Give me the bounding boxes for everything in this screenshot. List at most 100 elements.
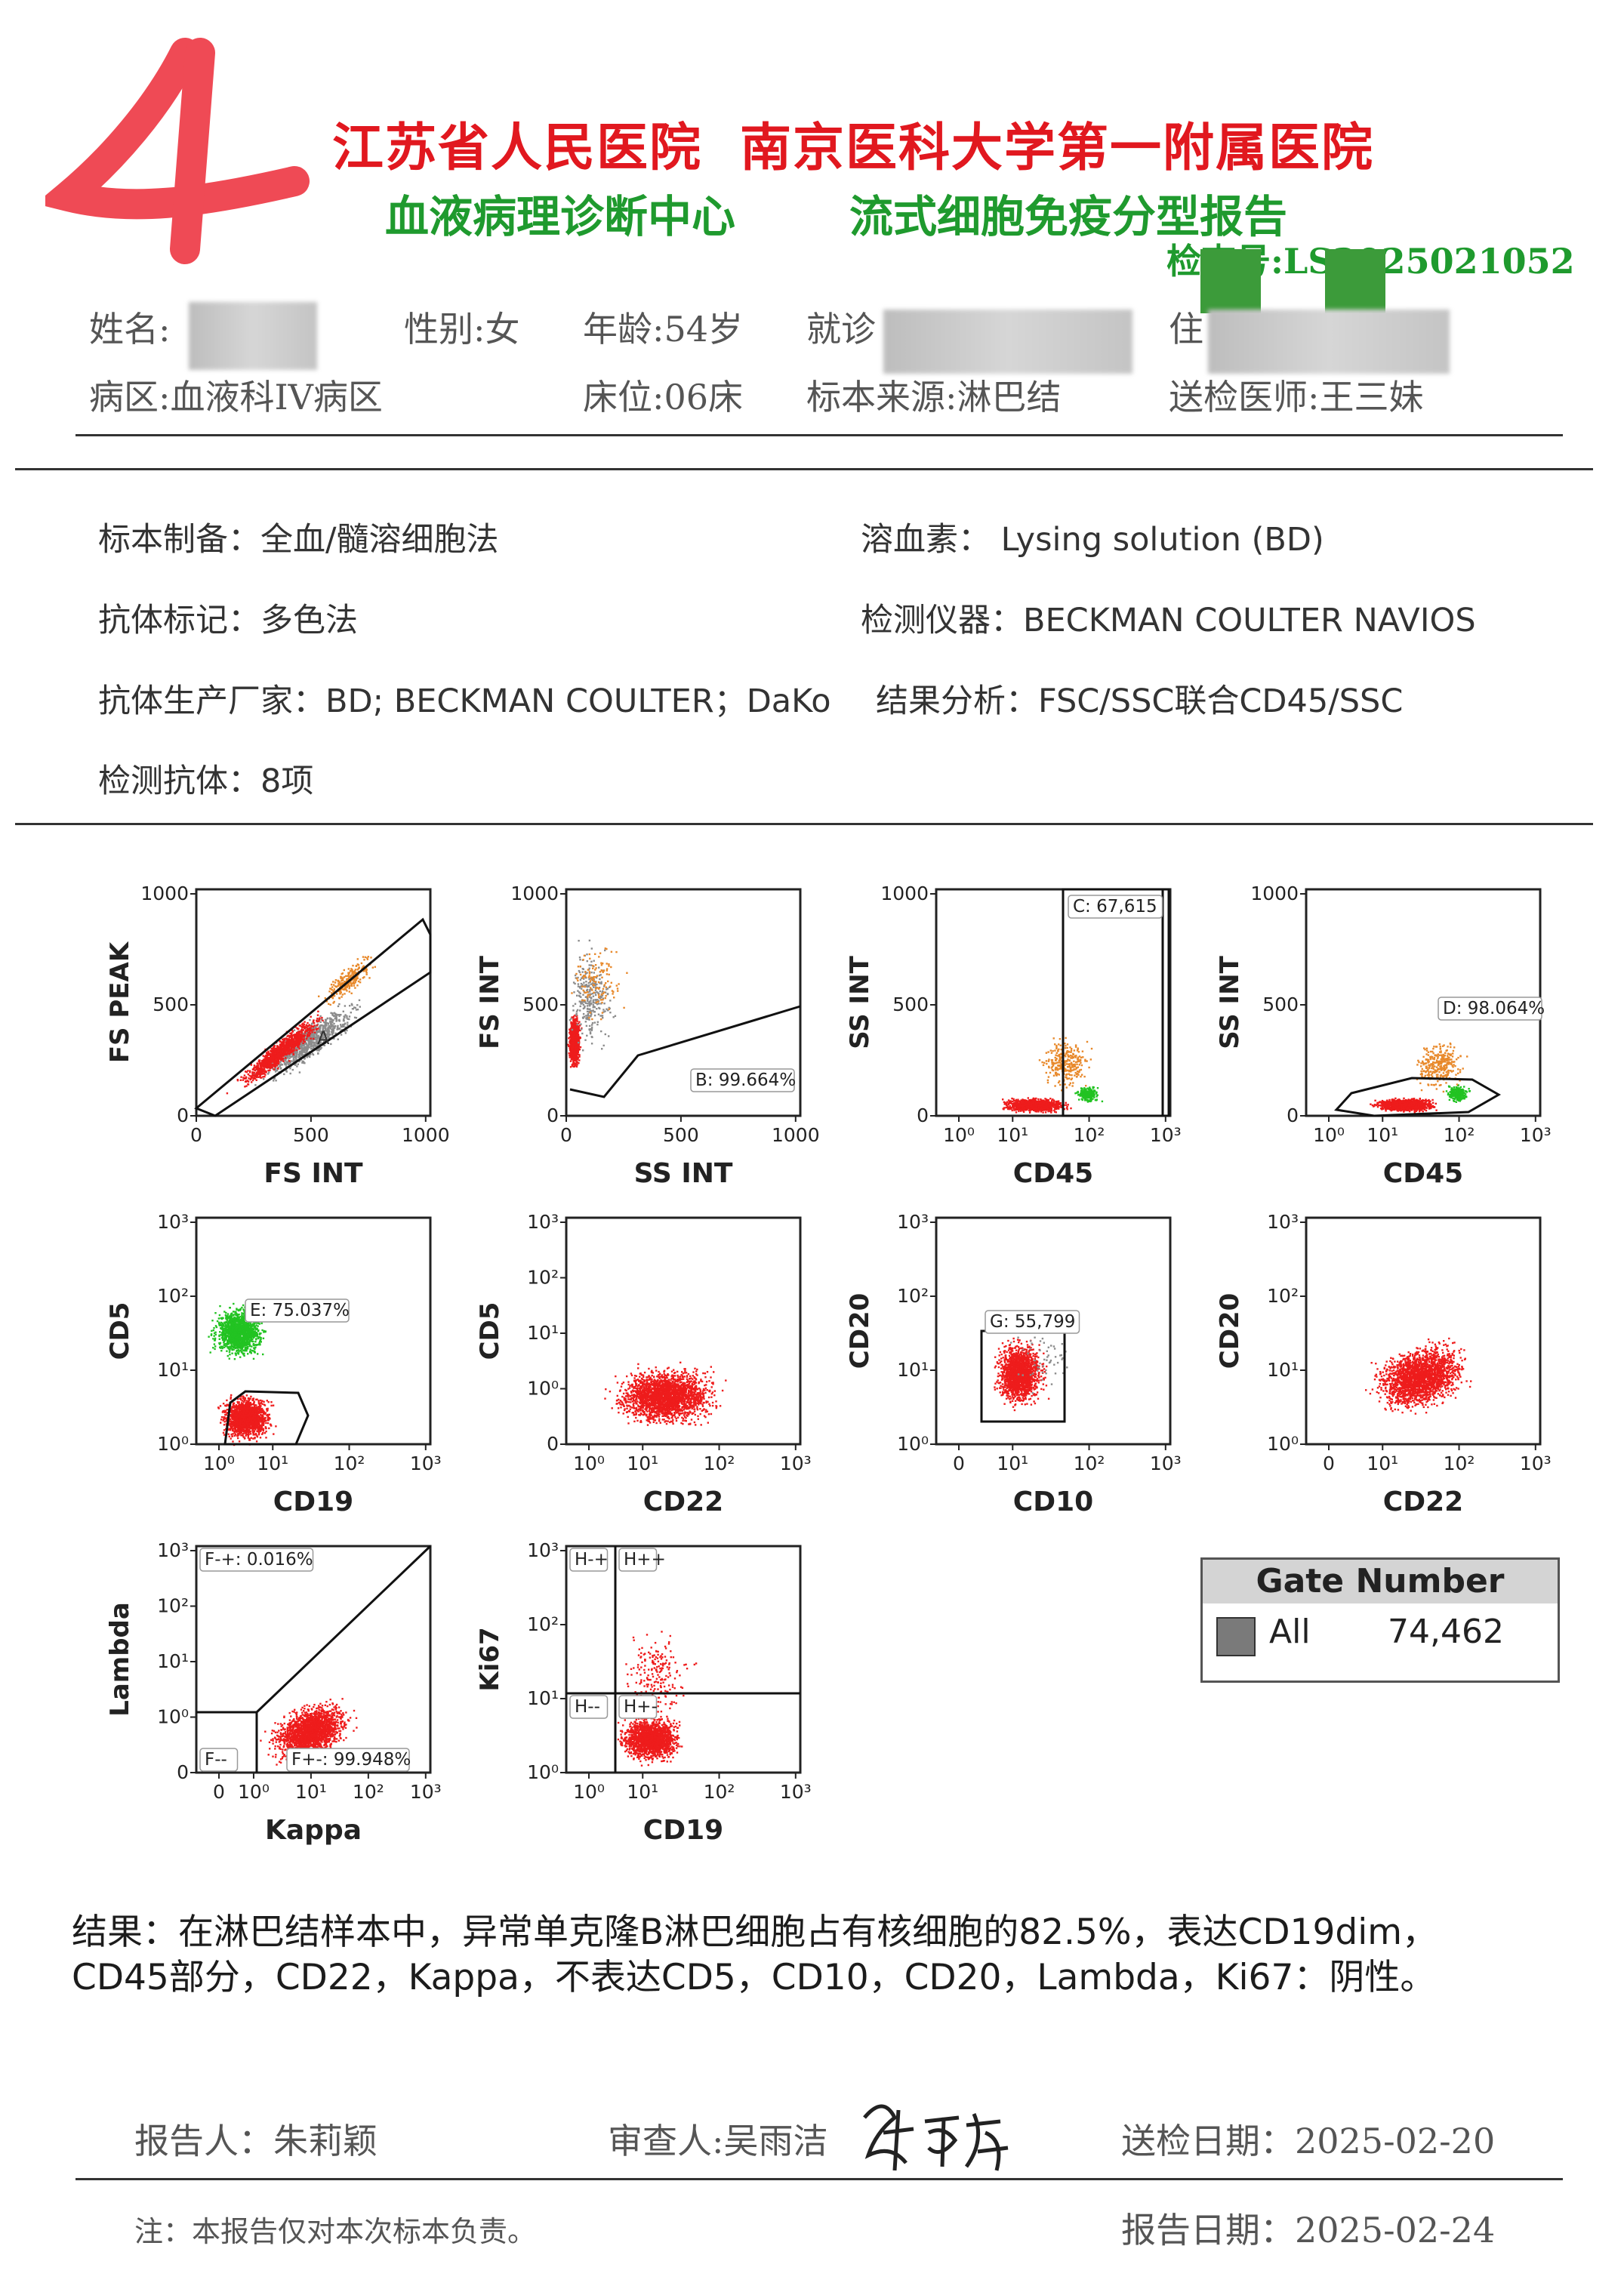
event-dot	[326, 1030, 328, 1034]
event-dot	[1006, 1104, 1008, 1107]
event-dot	[577, 1035, 580, 1037]
event-dot	[1033, 1104, 1035, 1106]
event-dot	[352, 973, 355, 976]
event-dot	[1040, 1109, 1042, 1112]
event-dot	[301, 1060, 304, 1062]
event-dot	[301, 1044, 304, 1046]
event-dot	[573, 1033, 576, 1035]
event-dot	[304, 1062, 306, 1064]
event-dot	[281, 1051, 284, 1054]
event-dot	[579, 1009, 581, 1012]
event-dot	[340, 1025, 343, 1028]
event-dot	[365, 972, 368, 974]
event-dot	[1056, 1102, 1059, 1104]
event-dot	[319, 1027, 322, 1030]
event-dot	[337, 1038, 339, 1040]
event-dot	[594, 982, 596, 984]
event-dot	[569, 1066, 572, 1068]
event-dot	[288, 1049, 291, 1052]
event-dot	[236, 1079, 239, 1081]
event-dot	[297, 1046, 299, 1048]
event-dot	[1025, 1104, 1027, 1106]
specimen-prep: 标本制备：全血/髓溶细胞法	[98, 521, 499, 559]
redacted-admit-no	[1208, 310, 1450, 374]
gate-label-box	[690, 1068, 795, 1092]
event-dot	[572, 1033, 574, 1035]
event-dot	[1018, 1100, 1020, 1102]
event-dot	[260, 1069, 262, 1071]
event-dot	[267, 1073, 270, 1075]
event-dot	[255, 1075, 257, 1077]
event-dot	[1031, 1106, 1033, 1109]
event-dot	[317, 1018, 319, 1021]
event-dot	[294, 1049, 296, 1052]
event-dot	[304, 1030, 307, 1033]
event-dot	[329, 1027, 332, 1030]
event-dot	[331, 986, 334, 988]
event-dot	[594, 994, 597, 997]
event-dot	[306, 1030, 309, 1032]
event-dot	[1025, 1106, 1028, 1108]
event-dot	[572, 1016, 575, 1019]
event-dot	[575, 1043, 578, 1046]
event-dot	[289, 1072, 291, 1075]
event-dot	[602, 971, 604, 973]
event-dot	[313, 1037, 316, 1039]
event-dot	[254, 1069, 257, 1071]
event-dot	[288, 1052, 291, 1055]
event-dot	[333, 994, 336, 997]
event-dot	[300, 1031, 304, 1034]
event-dot	[306, 1026, 308, 1029]
event-dot	[337, 1026, 339, 1028]
event-dot	[356, 1004, 359, 1006]
event-dot	[343, 969, 345, 972]
event-dot	[573, 1053, 575, 1055]
event-dot	[279, 1064, 282, 1066]
event-dot	[589, 989, 591, 991]
event-dot	[569, 1049, 572, 1052]
event-dot	[242, 1079, 244, 1081]
x-tick-label: 0	[190, 1124, 202, 1146]
event-dot	[304, 1037, 307, 1040]
event-dot	[319, 1024, 322, 1027]
event-dot	[283, 1058, 286, 1061]
event-dot	[285, 1057, 287, 1059]
event-dot	[291, 1046, 294, 1049]
event-dot	[598, 966, 600, 969]
event-dot	[592, 1006, 594, 1009]
event-dot	[1058, 1106, 1060, 1108]
event-dot	[595, 1001, 598, 1003]
event-dot	[263, 1055, 266, 1058]
event-dot	[600, 1018, 602, 1021]
event-dot	[602, 990, 604, 992]
event-dot	[278, 1058, 280, 1060]
event-dot	[346, 1017, 348, 1019]
event-dot	[244, 1086, 246, 1088]
event-dot	[265, 1055, 267, 1058]
event-dot	[263, 1064, 265, 1066]
event-dot	[1017, 1108, 1020, 1111]
event-dot	[274, 1071, 277, 1073]
event-dot	[340, 982, 342, 984]
event-dot	[1050, 1109, 1053, 1112]
event-dot	[596, 975, 599, 977]
event-dot	[313, 1024, 316, 1027]
event-dot	[605, 994, 607, 997]
event-dot	[1013, 1103, 1015, 1105]
event-dot	[1052, 1106, 1055, 1108]
event-dot	[269, 1069, 271, 1071]
event-dot	[293, 1034, 295, 1037]
event-dot	[301, 1023, 304, 1025]
event-dot	[571, 1034, 573, 1037]
event-dot	[583, 954, 586, 957]
event-dot	[600, 1030, 602, 1033]
event-dot	[320, 1046, 322, 1049]
event-dot	[1027, 1097, 1029, 1099]
event-dot	[575, 1014, 578, 1016]
event-dot	[606, 1008, 608, 1010]
event-dot	[279, 1052, 282, 1055]
event-dot	[1015, 1107, 1018, 1110]
event-dot	[1040, 1104, 1042, 1107]
event-dot	[285, 1057, 288, 1059]
event-dot	[575, 1012, 578, 1015]
